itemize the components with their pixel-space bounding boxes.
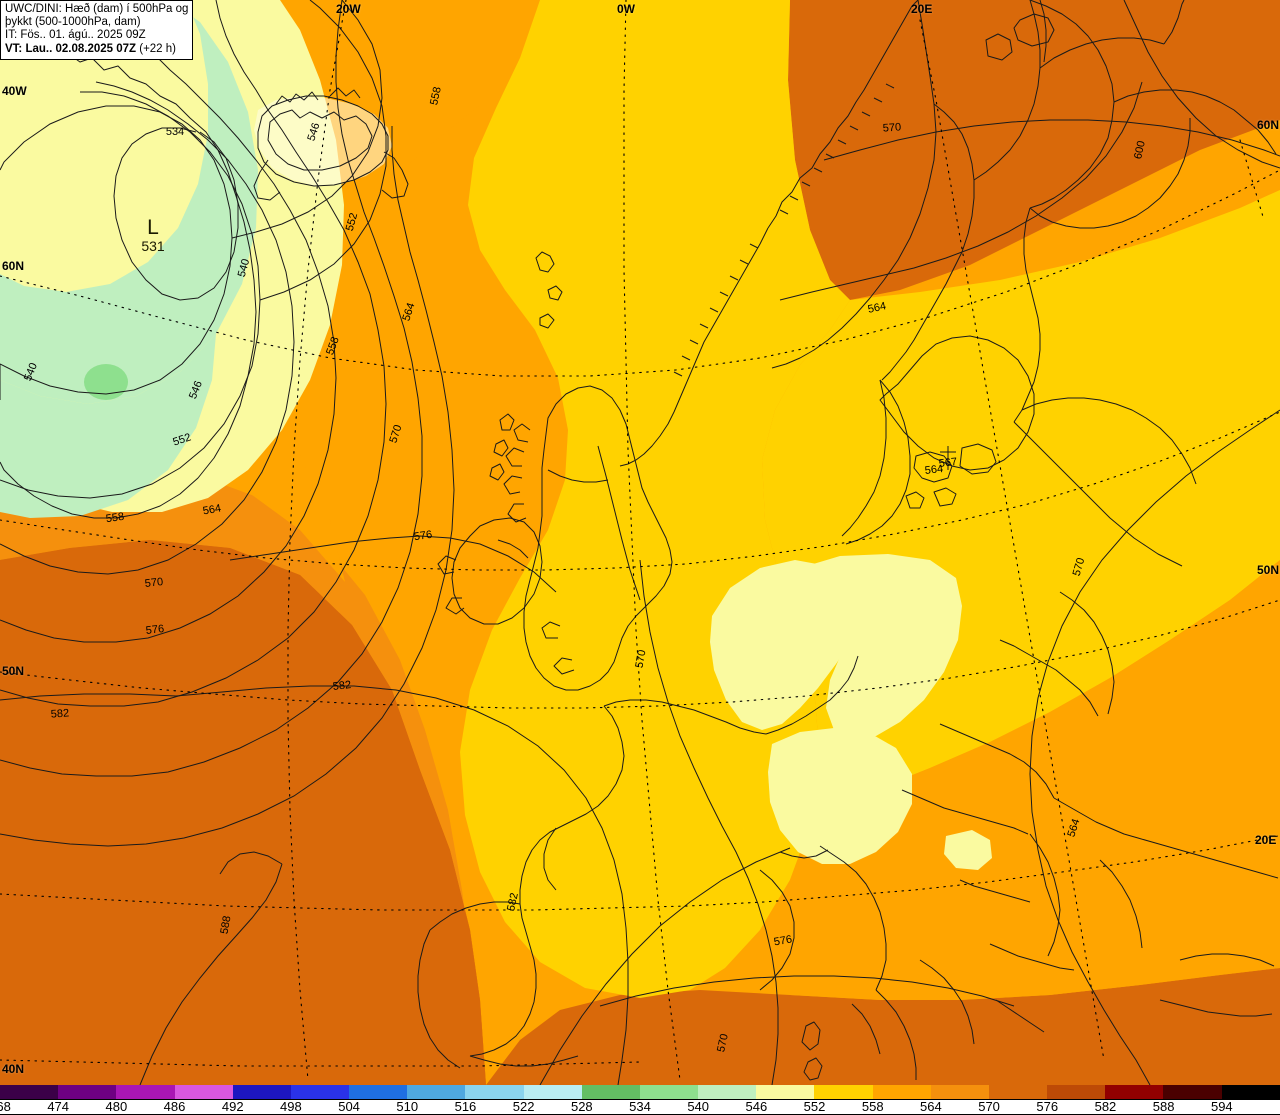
colorbar-swatch-504[interactable]	[349, 1085, 408, 1099]
valid-time-offset: (+22 h)	[136, 42, 176, 55]
colorbar-tick-576: 576	[1036, 1099, 1059, 1114]
fill-564-westband	[0, 466, 486, 1085]
colorbar-swatch-516[interactable]	[465, 1085, 524, 1099]
colorbar-tick-588: 588	[1152, 1099, 1175, 1114]
colorbar-tick-486: 486	[163, 1099, 186, 1114]
colorbar-swatch-510[interactable]	[407, 1085, 466, 1099]
contour-lines-500hpa	[0, 0, 1280, 1085]
colorbar-tick-498: 498	[280, 1099, 302, 1114]
colorbar-swatch-576[interactable]	[1047, 1085, 1106, 1099]
colorbar-swatch-540[interactable]	[698, 1085, 757, 1099]
fill-558-right-lower	[760, 560, 1280, 1000]
info-line-3: IT: Fös.. 01. ágú.. 2025 09Z	[5, 29, 146, 42]
colorbar-swatch-552[interactable]	[814, 1085, 873, 1099]
colorbar-swatch-492[interactable]	[232, 1085, 291, 1099]
fill-552-core	[460, 0, 850, 998]
colorbar-tick-492: 492	[221, 1099, 244, 1114]
colorbar-tick-534: 534	[629, 1099, 651, 1114]
info-line-1: UWC/DINI: Hæð (dam) í 500hPa og	[5, 3, 189, 15]
lat-lon-gridlines	[0, 0, 1280, 1081]
colorbar-tick-labels: 468 474 480 486 492 498 504 510 516 522 528 534 540 5…	[0, 1099, 1280, 1115]
info-line-2: þykkt (500-1000hPa, dam)	[5, 16, 141, 29]
map-canvas[interactable]: 40W 20W 0W 20E 60N 60N 50N 50N 20E 40N L 531 534 54…	[0, 0, 1280, 1085]
colorbar-swatch-528[interactable]	[581, 1085, 640, 1099]
colorbar[interactable]: 468 474 480 486 492 498 504 510 516 522 528 534 540 5…	[0, 1085, 1280, 1115]
map-svg	[0, 0, 1280, 1085]
colorbar-swatches	[0, 1085, 1280, 1099]
colorbar-swatch-582[interactable]	[1105, 1085, 1164, 1099]
colorbar-tick-510: 510	[396, 1099, 419, 1114]
iceland-landmass	[254, 96, 392, 186]
fill-534-blob	[84, 364, 128, 400]
fill-540-ring-sw	[0, 334, 216, 518]
colorbar-swatch-564[interactable]	[930, 1085, 989, 1099]
colorbar-tick-582: 582	[1094, 1099, 1117, 1114]
colorbar-swatch-546[interactable]	[756, 1085, 815, 1099]
fill-570-northeast	[788, 0, 1280, 300]
colorbar-tick-504: 504	[338, 1099, 360, 1114]
colorbar-swatch-558[interactable]	[872, 1085, 931, 1099]
info-line-4: VT: Lau.. 02.08.2025 07Z (+22 h)	[5, 43, 188, 56]
chart-info-box: UWC/DINI: Hæð (dam) í 500hPa og þykkt (5…	[0, 0, 194, 60]
fill-546-lobe-uk	[710, 560, 860, 730]
colorbar-tick-540: 540	[687, 1099, 710, 1114]
colorbar-swatch-474[interactable]	[58, 1085, 117, 1099]
fill-546-lobe-denmark	[800, 554, 962, 740]
colorbar-tick-570: 570	[978, 1099, 1000, 1114]
colorbar-swatch-498[interactable]	[290, 1085, 350, 1099]
colorbar-tick-480: 480	[105, 1099, 128, 1114]
colorbar-top-rule	[0, 1099, 1280, 1100]
fill-570-core-sw	[0, 540, 486, 1085]
colorbar-tick-594: 594	[1210, 1099, 1233, 1114]
colorbar-swatch-480[interactable]	[116, 1085, 175, 1099]
colorbar-tick-468: 468	[0, 1099, 11, 1114]
colorbar-swatch-534[interactable]	[639, 1085, 699, 1099]
colorbar-swatch-594[interactable]	[1221, 1085, 1280, 1099]
colorbar-swatch-588[interactable]	[1163, 1085, 1222, 1099]
colorbar-swatch-522[interactable]	[523, 1085, 582, 1099]
colorbar-swatch-570[interactable]	[988, 1085, 1048, 1099]
colorbar-tick-564: 564	[920, 1099, 942, 1114]
colorbar-tick-516: 516	[454, 1099, 477, 1114]
colorbar-tick-528: 528	[570, 1099, 593, 1114]
fill-546-patch-east	[944, 830, 992, 870]
valid-time-bold: VT: Lau.. 02.08.2025 07Z	[5, 42, 137, 55]
colorbar-tick-552: 552	[803, 1099, 826, 1114]
fill-570-south	[486, 968, 1280, 1085]
colorbar-swatch-486[interactable]	[174, 1085, 233, 1099]
colorbar-tick-558: 558	[861, 1099, 884, 1114]
colorbar-tick-522: 522	[512, 1099, 535, 1114]
fill-546-core-low	[0, 0, 208, 292]
fill-546-lobe-germany	[768, 728, 912, 864]
colorbar-swatch-468[interactable]	[0, 1085, 59, 1099]
colorbar-tick-546: 546	[745, 1099, 768, 1114]
coastlines	[0, 0, 1279, 1081]
colorbar-tick-474: 474	[47, 1099, 70, 1114]
